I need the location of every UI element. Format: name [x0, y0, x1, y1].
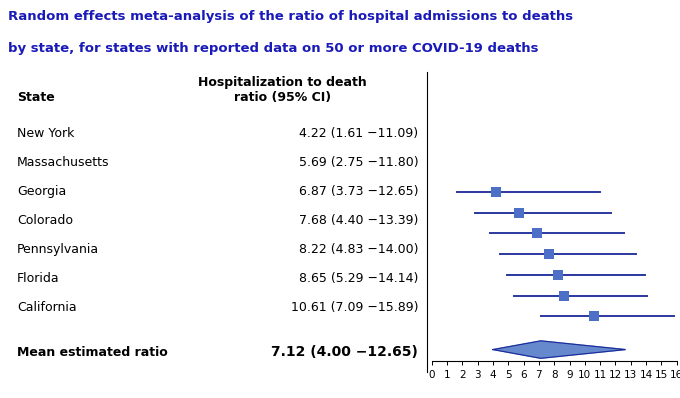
Text: Random effects meta-analysis of the ratio of hospital admissions to deaths: Random effects meta-analysis of the rati…	[8, 10, 573, 23]
Text: 10.61 (7.09 −15.89): 10.61 (7.09 −15.89)	[291, 301, 418, 314]
Point	[491, 189, 502, 195]
Text: Colorado: Colorado	[17, 214, 73, 227]
Text: 8.65 (5.29 −14.14): 8.65 (5.29 −14.14)	[299, 272, 418, 285]
Text: 5.69 (2.75 −11.80): 5.69 (2.75 −11.80)	[299, 156, 418, 169]
Text: 6.87 (3.73 −12.65): 6.87 (3.73 −12.65)	[299, 185, 418, 198]
Text: Mean estimated ratio: Mean estimated ratio	[17, 346, 168, 359]
Point	[544, 251, 555, 258]
Point	[513, 210, 524, 216]
Point	[559, 293, 570, 299]
Text: 7.68 (4.40 −13.39): 7.68 (4.40 −13.39)	[299, 214, 418, 227]
Text: Massachusetts: Massachusetts	[17, 156, 109, 169]
Text: by state, for states with reported data on 50 or more COVID-19 deaths: by state, for states with reported data …	[8, 42, 539, 55]
Point	[589, 313, 600, 320]
Text: 8.22 (4.83 −14.00): 8.22 (4.83 −14.00)	[299, 243, 418, 256]
Text: Georgia: Georgia	[17, 185, 66, 198]
Point	[552, 272, 563, 278]
Text: California: California	[17, 301, 77, 314]
Text: 7.12 (4.00 −12.65): 7.12 (4.00 −12.65)	[271, 345, 418, 359]
Text: State: State	[17, 91, 55, 104]
Point	[532, 230, 543, 237]
Text: New York: New York	[17, 127, 74, 140]
Text: Hospitalization to death
ratio (95% CI): Hospitalization to death ratio (95% CI)	[198, 76, 367, 103]
Polygon shape	[493, 341, 626, 358]
Text: Florida: Florida	[17, 272, 60, 285]
Text: 4.22 (1.61 −11.09): 4.22 (1.61 −11.09)	[299, 127, 418, 140]
Text: Pennsylvania: Pennsylvania	[17, 243, 99, 256]
